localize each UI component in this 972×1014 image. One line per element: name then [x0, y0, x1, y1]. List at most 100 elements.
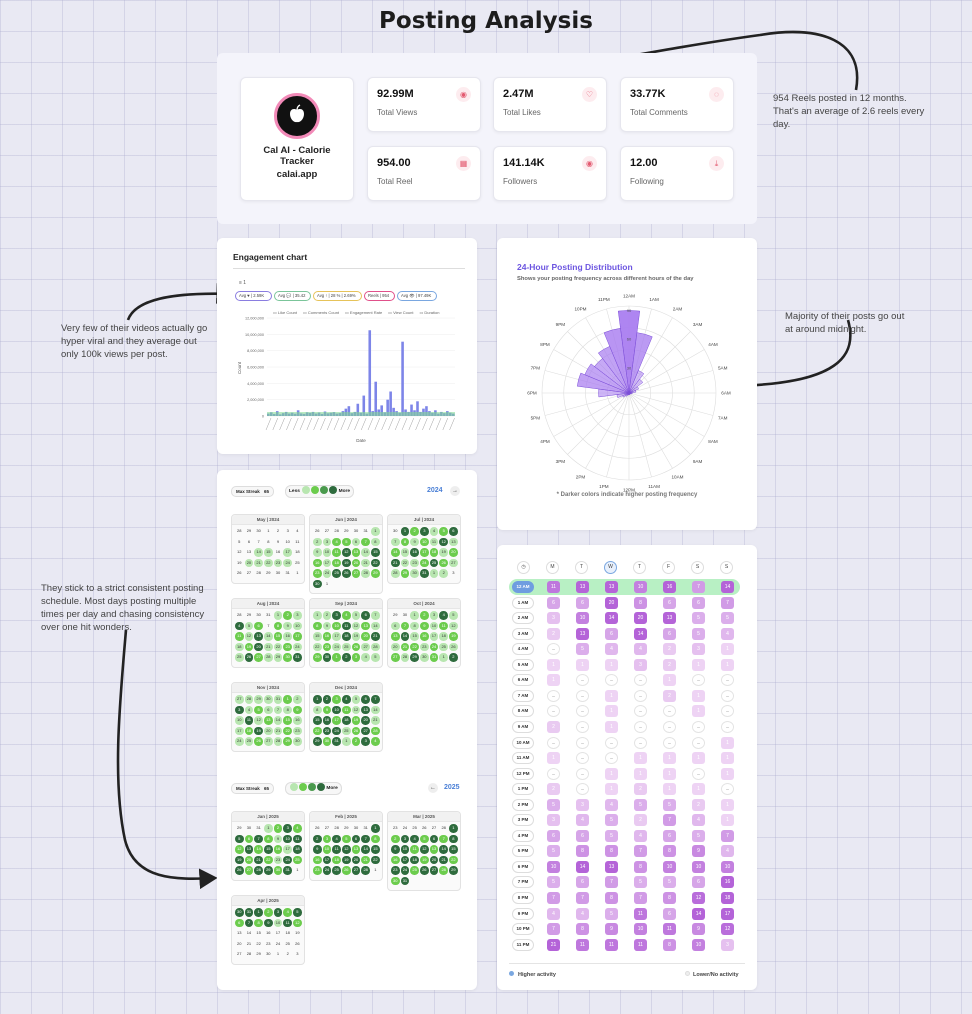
calendar-day[interactable]: 29 [237, 825, 242, 830]
calendar-day[interactable]: 2 [322, 695, 332, 704]
calendar-day[interactable]: 9 [420, 621, 429, 630]
calendar-day[interactable]: 5 [244, 621, 254, 630]
calendar-day[interactable]: 13 [264, 716, 273, 725]
heat-cell[interactable]: – [576, 689, 589, 702]
calendar-day[interactable]: 31 [283, 866, 292, 875]
calendar-day[interactable]: 29 [264, 866, 273, 875]
calendar-day[interactable]: 13 [351, 845, 361, 854]
calendar-day[interactable]: 8 [254, 918, 263, 927]
calendar-day[interactable]: 21 [361, 558, 370, 567]
calendar-day[interactable]: 9 [273, 834, 283, 843]
calendar-day[interactable]: 16 [293, 716, 302, 725]
calendar-day[interactable]: 14 [246, 930, 252, 935]
calendar-day[interactable]: 1 [254, 908, 263, 917]
heat-cell[interactable]: 2 [547, 627, 560, 640]
calendar-day[interactable]: 17 [322, 855, 332, 864]
calendar-day[interactable]: 24 [429, 642, 439, 651]
calendar-day[interactable]: 7 [254, 834, 263, 843]
heat-cell[interactable]: – [576, 736, 589, 749]
calendar-day[interactable]: 24 [332, 726, 341, 735]
calendar-day[interactable]: 14 [361, 845, 370, 854]
calendar-day[interactable]: 30 [275, 570, 281, 575]
heat-cell[interactable]: 6 [547, 596, 560, 609]
calendar-day[interactable]: 24 [322, 866, 332, 875]
legend-item[interactable]: ▭ Comments Count [303, 310, 340, 315]
heat-cell[interactable]: 5 [692, 829, 705, 842]
calendar-day[interactable]: 17 [332, 716, 341, 725]
calendar-day[interactable]: 15 [371, 845, 380, 854]
heat-cell[interactable]: 7 [692, 581, 705, 593]
calendar-day[interactable]: 26 [449, 642, 458, 651]
hour-row-label[interactable]: 6 AM [512, 674, 534, 687]
calendar-day[interactable]: 22 [371, 855, 380, 864]
calendar-day[interactable]: 26 [295, 940, 300, 946]
calendar-day[interactable]: 22 [264, 855, 273, 864]
heat-cell[interactable]: – [605, 674, 618, 687]
heat-cell[interactable]: 4 [547, 907, 560, 920]
heat-cell[interactable]: 1 [721, 752, 734, 765]
calendar-day[interactable]: 13 [391, 632, 400, 641]
heat-cell[interactable]: – [634, 720, 647, 733]
heat-cell[interactable]: 1 [605, 767, 618, 780]
calendar-day[interactable]: 30 [256, 612, 261, 617]
calendar-day[interactable]: 15 [273, 632, 283, 641]
calendar-day[interactable]: 12 [254, 716, 263, 725]
calendar-day[interactable]: 13 [237, 930, 242, 935]
calendar-day[interactable]: 9 [322, 621, 332, 630]
calendar-day[interactable]: 17 [332, 632, 341, 641]
calendar-day[interactable]: 12 [351, 621, 361, 630]
calendar-day[interactable]: 7 [257, 538, 260, 544]
calendar-day[interactable]: 4 [429, 527, 439, 536]
calendar-day[interactable]: 3 [332, 695, 341, 704]
calendar-day[interactable]: 26 [342, 569, 351, 578]
heat-cell[interactable]: 2 [547, 720, 560, 733]
hour-row-label[interactable]: 8 PM [512, 892, 534, 904]
heat-cell[interactable]: 9 [692, 845, 705, 858]
calendar-day[interactable]: 8 [264, 834, 273, 843]
calendar-day[interactable]: 27 [264, 737, 273, 746]
calendar-day[interactable]: 11 [244, 716, 254, 725]
calendar-day[interactable]: 16 [313, 855, 322, 864]
heat-cell[interactable]: – [634, 689, 647, 702]
calendar-day[interactable]: 19 [449, 632, 458, 641]
calendar-day[interactable]: 13 [244, 845, 254, 854]
calendar-day[interactable]: 20 [254, 642, 263, 651]
calendar-day[interactable]: 28 [391, 569, 400, 578]
heat-cell[interactable]: 2 [634, 783, 647, 796]
calendar-day[interactable]: 27 [351, 866, 361, 875]
calendar-day[interactable]: 15 [400, 548, 410, 557]
calendar-day[interactable]: 2 [410, 527, 419, 536]
heat-cell[interactable]: 3 [547, 814, 560, 827]
calendar-day[interactable]: 18 [332, 558, 341, 567]
calendar-day[interactable]: 23 [410, 558, 419, 567]
calendar-day[interactable]: 14 [439, 845, 448, 854]
calendar-day[interactable]: 24 [400, 866, 410, 875]
heat-cell[interactable]: 5 [663, 798, 676, 811]
heat-cell[interactable]: 1 [721, 736, 734, 749]
heat-cell[interactable]: – [692, 736, 705, 749]
heat-cell[interactable]: 4 [605, 798, 618, 811]
heat-cell[interactable]: 13 [576, 627, 589, 640]
heat-cell[interactable]: 6 [576, 876, 589, 889]
calendar-day[interactable]: 30 [246, 825, 252, 830]
calendar-day[interactable]: 2 [420, 611, 429, 620]
heat-cell[interactable]: 1 [663, 783, 676, 796]
heat-cell[interactable]: 17 [721, 907, 734, 920]
heat-cell[interactable]: 20 [605, 596, 618, 609]
calendar-day[interactable]: 28 [244, 695, 254, 704]
heat-cell[interactable]: 11 [605, 938, 618, 951]
calendar-day[interactable]: 11 [332, 845, 341, 854]
calendar-day[interactable]: 10 [293, 621, 302, 630]
calendar-day[interactable]: 2 [286, 951, 289, 956]
heat-cell[interactable]: – [663, 720, 676, 733]
heat-cell[interactable]: 14 [605, 612, 618, 625]
heat-cell[interactable]: 5 [634, 876, 647, 889]
heat-cell[interactable]: 10 [663, 860, 676, 873]
heat-cell[interactable]: 1 [547, 658, 560, 671]
calendar-day[interactable]: 31 [363, 825, 368, 830]
heat-cell[interactable]: 7 [634, 845, 647, 858]
calendar-day[interactable]: 21 [361, 855, 370, 864]
calendar-day[interactable]: 19 [244, 642, 254, 651]
calendar-day[interactable]: 4 [439, 611, 448, 620]
filter-label[interactable]: ≡ 1 [239, 280, 247, 286]
